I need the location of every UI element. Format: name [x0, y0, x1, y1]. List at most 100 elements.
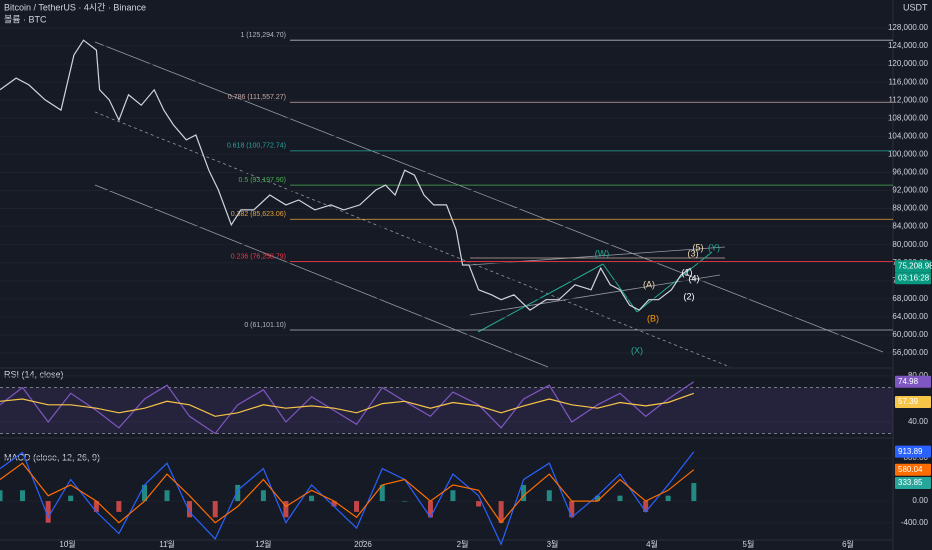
last-value-label: 57.39	[898, 397, 919, 406]
wave-label: (W)	[595, 248, 610, 258]
histogram-bar	[569, 501, 575, 518]
series-line	[0, 39, 691, 311]
wedge-upper	[469, 246, 726, 266]
wave-label: (5)	[693, 242, 704, 252]
x-tick-label: 2026	[354, 540, 372, 549]
histogram-bar	[521, 484, 527, 502]
histogram-bar	[0, 490, 3, 502]
histogram-bar	[93, 501, 99, 512]
y-tick-label: 80,000.00	[892, 240, 928, 249]
pane-title: RSI (14, close)	[4, 369, 64, 379]
y-tick-label: 104,000.00	[888, 131, 929, 140]
histogram-bar	[354, 501, 360, 512]
y-tick-label: 56,000.00	[892, 348, 928, 357]
x-tick-label: 3월	[547, 539, 559, 549]
histogram-bar	[546, 490, 552, 502]
histogram-bar	[331, 501, 337, 507]
fib-label: 0 (61,101.10)	[244, 322, 286, 329]
y-tick-label: 96,000.00	[892, 168, 928, 177]
x-tick-label: 11월	[159, 539, 175, 549]
chart-title: Bitcoin / TetherUS · 4시간 · Binance	[4, 2, 146, 12]
wave-label: (2)	[684, 291, 695, 301]
last-value-box	[895, 396, 931, 409]
wave-lines	[477, 251, 713, 333]
histogram-bar	[476, 501, 482, 507]
last-value-label: 74.98	[898, 377, 919, 386]
wedge-lower	[469, 274, 721, 316]
histogram-bar	[68, 495, 74, 502]
y-tick-label: 128,000.00	[888, 23, 929, 32]
y-tick-label: 68,000.00	[892, 294, 928, 303]
last-value-box	[895, 463, 931, 476]
countdown-label: 03:16:28	[898, 273, 930, 282]
last-value-box	[895, 445, 931, 458]
countdown-box	[895, 272, 931, 285]
last-value-box	[895, 260, 931, 273]
last-value-label: 75,208.98	[898, 261, 932, 270]
histogram-bar	[450, 490, 456, 502]
histogram-bar	[45, 501, 51, 523]
histogram-bar	[187, 501, 193, 518]
wave-label: (Y)	[708, 242, 720, 252]
y-tick-label: 92,000.00	[892, 186, 928, 195]
fib-label: 0.786 (111,557.27)	[228, 94, 286, 101]
y-tick-label: 0.00	[912, 496, 928, 505]
y-tick-label: 40.00	[908, 417, 929, 426]
series-line	[0, 462, 695, 524]
last-value-box	[895, 375, 931, 388]
x-tick-label: 10월	[59, 539, 75, 549]
x-tick-label: 4월	[646, 539, 658, 549]
axis-unit: USDT	[903, 2, 928, 12]
wave-label: (4)	[689, 273, 700, 283]
histogram-bar	[665, 495, 671, 502]
channel-upper	[94, 41, 884, 353]
histogram-bar	[498, 501, 504, 523]
fib-label: 0.5 (93,197.90)	[239, 177, 286, 184]
y-tick-label: 84,000.00	[892, 222, 928, 231]
x-tick-label: 12월	[255, 539, 271, 549]
y-tick-label: -400.00	[901, 518, 929, 527]
wave-label: (X)	[631, 345, 643, 355]
wave-label: (1)	[682, 267, 693, 277]
histogram-bar	[212, 501, 218, 518]
histogram-bar	[427, 501, 433, 518]
histogram-bar	[235, 484, 241, 502]
channel-lower	[94, 184, 549, 368]
fib-label: 1 (125,294.70)	[240, 32, 286, 39]
histogram-bar	[402, 501, 408, 502]
wave-line	[602, 263, 638, 313]
rsi-band	[0, 387, 893, 434]
histogram-bar	[116, 501, 122, 512]
y-tick-label: 120,000.00	[888, 59, 929, 68]
chart-subtitle: 볼륨 · BTC	[4, 14, 47, 24]
histogram-bar	[142, 484, 148, 502]
y-tick-label: 108,000.00	[888, 113, 929, 122]
series-line	[0, 451, 695, 546]
histogram-bar	[379, 484, 385, 502]
x-tick-label: 2월	[457, 539, 469, 549]
x-tick-label: 6월	[842, 539, 854, 549]
series-line	[0, 392, 695, 417]
histogram-bar	[260, 490, 266, 502]
y-tick-label: 116,000.00	[889, 77, 929, 86]
series-line	[0, 381, 695, 435]
histogram-bar	[309, 495, 315, 502]
histogram-bar	[283, 501, 289, 518]
histogram-bar	[164, 490, 170, 502]
y-tick-label: 100,000.00	[888, 149, 929, 158]
last-value-label: 913.89	[898, 447, 923, 456]
x-tick-label: 5월	[743, 539, 755, 549]
histogram-bar	[617, 495, 623, 502]
fib-label: 0.382 (85,623.06)	[231, 211, 286, 218]
histogram-bar	[643, 501, 649, 512]
last-value-label: 333.85	[898, 478, 923, 487]
y-tick-label: 112,000.00	[889, 95, 929, 104]
histogram-bar	[691, 483, 697, 502]
y-tick-label: 80.00	[908, 371, 929, 380]
wave-label: (B)	[647, 313, 659, 323]
wave-label: (A)	[643, 279, 655, 289]
histogram-bar	[19, 490, 25, 502]
fib-label: 0.618 (100,772.74)	[227, 143, 286, 150]
histogram-bar	[594, 495, 600, 502]
